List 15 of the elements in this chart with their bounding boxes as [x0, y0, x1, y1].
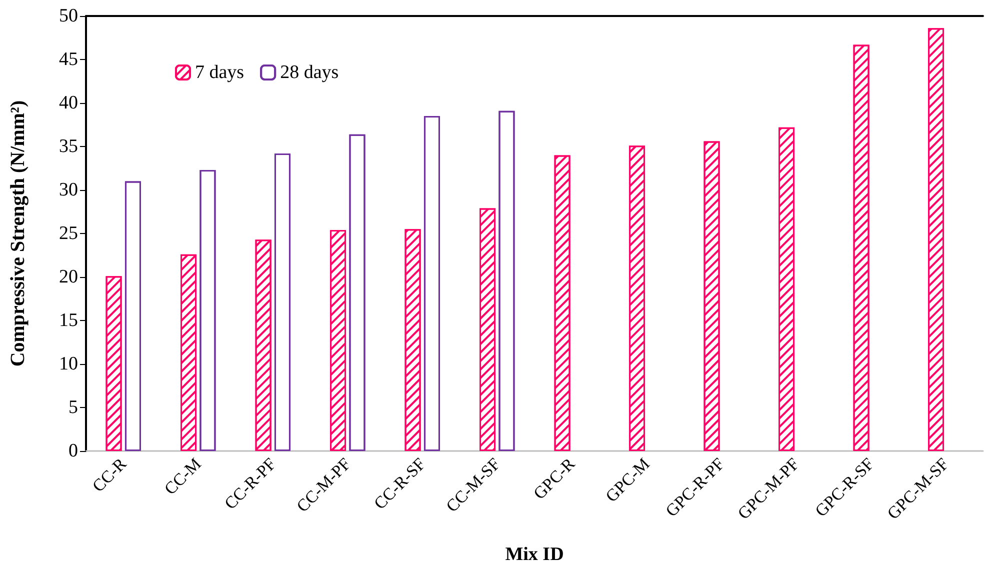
- y-tick-label: 35: [59, 136, 78, 157]
- y-tick-label: 30: [59, 180, 78, 200]
- y-tick-label: 25: [59, 223, 78, 244]
- y-tick-label: 40: [59, 92, 78, 114]
- legend-label: 28 days: [280, 62, 339, 83]
- y-tick-label: 0: [68, 440, 78, 462]
- y-tick-label: 50: [59, 6, 78, 26]
- y-tick-label: 45: [59, 49, 78, 70]
- y-tick-label: 5: [68, 397, 78, 418]
- y-tick-label: 10: [59, 354, 78, 374]
- y-tick-label: 20: [59, 266, 78, 288]
- y-axis-title: Compressive Strength (N/mm²): [7, 100, 29, 367]
- x-axis-title: Mix ID: [505, 544, 564, 565]
- legend-label: 7 days: [195, 62, 244, 83]
- y-tick-label: 15: [59, 310, 78, 331]
